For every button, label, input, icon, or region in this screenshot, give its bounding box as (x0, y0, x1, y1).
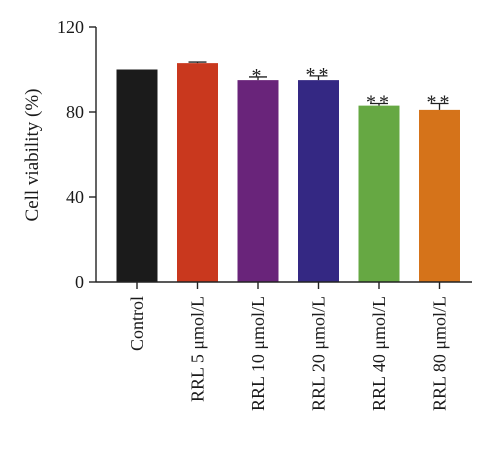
x-tick-label: Control (127, 296, 147, 351)
x-tick-label: RRL 20 μmol/L (309, 296, 329, 411)
bar (298, 80, 339, 282)
significance-marker: ** (366, 92, 392, 114)
bar (358, 105, 400, 282)
y-tick-label: 120 (57, 17, 84, 37)
x-tick-label: RRL 10 μmol/L (248, 296, 268, 411)
y-tick-label: 80 (66, 102, 84, 122)
bar (237, 80, 279, 282)
x-tick-label: RRL 40 μmol/L (369, 296, 389, 411)
x-axis: Control RRL 5 μmol/L RRL 10 μmol/L RRL 20 μ… (96, 281, 472, 411)
y-tick-label: 0 (75, 272, 84, 292)
y-tick-label: 40 (66, 187, 84, 207)
x-tick-label: RRL 80 μmol/L (430, 296, 450, 411)
bar (116, 69, 158, 282)
y-axis-title: Cell viability (%) (22, 89, 43, 222)
bar (419, 109, 460, 282)
significance-marker: ** (427, 92, 453, 114)
bars: * **** ** (116, 61, 460, 282)
significance-marker: ** (306, 64, 332, 86)
x-tick-label: RRL 5 μmol/L (188, 296, 208, 402)
significance-marker: * (252, 65, 265, 87)
bar (177, 63, 218, 282)
y-axis: 0 40 80 120 (57, 17, 97, 292)
